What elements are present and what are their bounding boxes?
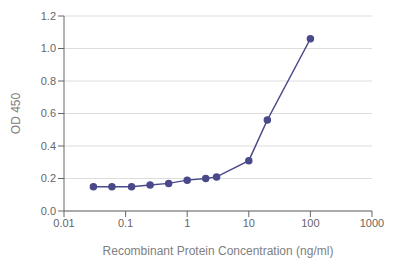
svg-text:Recombinant Protein Concentrat: Recombinant Protein Concentration (ng/ml… bbox=[103, 244, 334, 258]
svg-text:0.0: 0.0 bbox=[41, 205, 56, 217]
svg-text:1000: 1000 bbox=[360, 217, 384, 229]
svg-text:0.6: 0.6 bbox=[41, 107, 56, 119]
svg-text:0.2: 0.2 bbox=[41, 172, 56, 184]
svg-text:1: 1 bbox=[184, 217, 190, 229]
svg-text:OD 450: OD 450 bbox=[9, 92, 23, 134]
svg-text:0.4: 0.4 bbox=[41, 140, 56, 152]
svg-text:0.8: 0.8 bbox=[41, 75, 56, 87]
svg-text:0.01: 0.01 bbox=[53, 217, 74, 229]
svg-text:1.0: 1.0 bbox=[41, 42, 56, 54]
svg-text:10: 10 bbox=[243, 217, 255, 229]
svg-text:0.1: 0.1 bbox=[118, 217, 133, 229]
svg-text:100: 100 bbox=[301, 217, 319, 229]
svg-text:1.2: 1.2 bbox=[41, 10, 56, 22]
